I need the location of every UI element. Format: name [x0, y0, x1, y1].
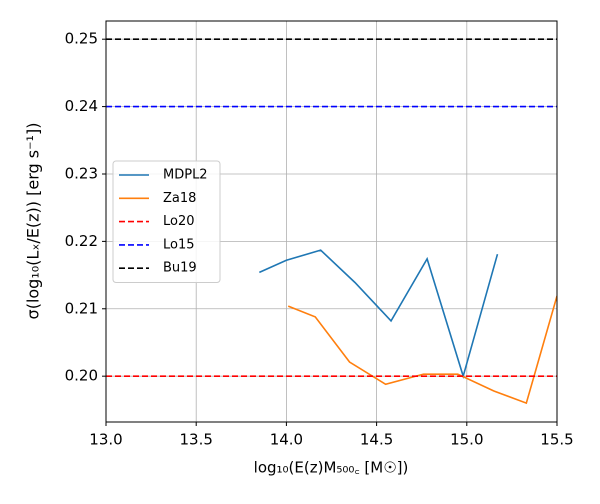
legend-label: Za18 [163, 191, 196, 206]
legend-label: MDPL2 [163, 168, 208, 183]
x-tick-label: 13.5 [179, 431, 212, 449]
x-tick-label: 13.0 [89, 431, 122, 449]
y-tick-label: 0.20 [65, 367, 98, 385]
x-tick-label: 15.5 [540, 431, 573, 449]
y-tick-label: 0.21 [65, 299, 98, 317]
y-tick-label: 0.24 [65, 97, 98, 115]
x-tick-label: 14.5 [360, 431, 393, 449]
y-tick-label: 0.22 [65, 232, 98, 250]
legend-label: Bu19 [163, 261, 197, 276]
legend-label: Lo20 [163, 214, 195, 229]
series-line [259, 249, 499, 380]
plot-frame [105, 20, 558, 423]
legend-label: Lo15 [163, 237, 195, 252]
y-tick-label: 0.25 [65, 30, 98, 48]
y-axis-label: σ(log₁₀(Lₓ/E(z)) [erg s⁻¹]) [24, 123, 43, 320]
x-tick-label: 15.0 [450, 431, 483, 449]
legend-box [112, 160, 221, 283]
x-tick-label: 14.0 [270, 431, 303, 449]
x-axis-label: log₁₀(E(z)M₅₀₀꜀ [M☉]) [254, 459, 409, 477]
series-line [287, 295, 557, 405]
y-tick-label: 0.23 [65, 164, 98, 182]
